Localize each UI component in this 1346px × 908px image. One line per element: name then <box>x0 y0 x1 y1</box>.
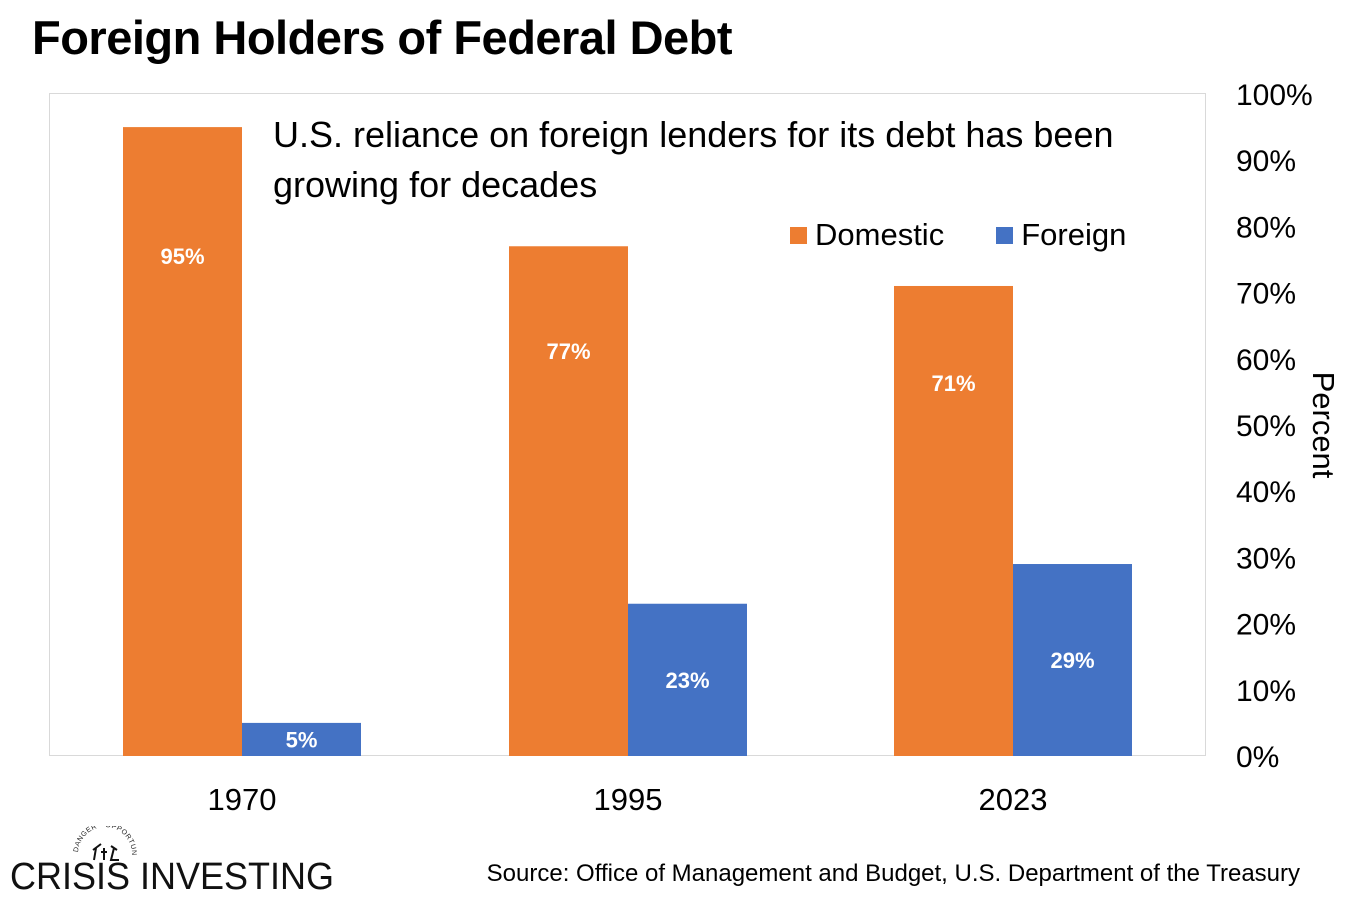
data-label-domestic-1995: 77% <box>546 339 590 364</box>
legend-label-foreign: Foreign <box>1021 217 1127 252</box>
legend-swatch-domestic <box>790 226 807 244</box>
bar-domestic-2023 <box>894 285 1013 756</box>
y-tick-label: 80% <box>1236 211 1296 244</box>
data-label-foreign-1995: 23% <box>665 668 709 693</box>
y-tick-label: 10% <box>1236 675 1296 708</box>
legend-item-domestic: Domestic <box>790 217 944 253</box>
bar-foreign-1995 <box>628 603 747 756</box>
y-tick-label: 40% <box>1236 476 1296 509</box>
x-tick-label-1970: 1970 <box>208 782 277 817</box>
bars-group: 95% 77% 71% 5% 23% 29% <box>123 127 1132 757</box>
y-tick-label: 50% <box>1236 410 1296 443</box>
y-tick-label: 70% <box>1236 278 1296 311</box>
y-axis-tick-labels: 0% 10% 20% 30% 40% 50% 60% 70% 80% 90% 100% <box>1236 79 1313 774</box>
data-label-domestic-1970: 95% <box>160 244 204 269</box>
x-tick-label-2023: 2023 <box>979 782 1048 817</box>
legend-swatch-foreign <box>996 226 1014 244</box>
source-note: Source: Office of Management and Budget,… <box>486 860 1300 887</box>
bar-domestic-1970 <box>123 127 242 757</box>
chart-title: Foreign Holders of Federal Debt <box>32 11 733 64</box>
y-tick-label: 90% <box>1236 145 1296 178</box>
bar-foreign-1970 <box>242 722 361 756</box>
bar-domestic-1995 <box>509 246 628 756</box>
y-tick-label: 0% <box>1236 741 1279 774</box>
y-tick-label: 100% <box>1236 79 1313 112</box>
crisis-investing-logo: DANGER • OPPORTUNITY CRISIS INVESTING <box>8 826 334 898</box>
logo-name: CRISIS INVESTING <box>10 856 334 898</box>
data-label-foreign-1970: 5% <box>286 727 318 752</box>
data-label-domestic-2023: 71% <box>931 371 975 396</box>
x-tick-label-1995: 1995 <box>594 782 663 817</box>
legend: Domestic Foreign <box>790 215 1126 255</box>
y-axis-label: Percent <box>1306 372 1341 479</box>
logo-tagline: DANGER • OPPORTUNITY <box>8 826 137 856</box>
y-tick-label: 20% <box>1236 609 1296 642</box>
chart-annotation: U.S. reliance on foreign lenders for its… <box>273 114 1114 205</box>
y-tick-label: 30% <box>1236 542 1296 575</box>
data-label-foreign-2023: 29% <box>1050 648 1094 673</box>
legend-label-domestic: Domestic <box>815 217 945 252</box>
y-tick-label: 60% <box>1236 344 1296 377</box>
logo-glyph-icon <box>92 843 119 861</box>
bar-foreign-2023 <box>1013 564 1132 756</box>
x-axis-tick-labels: 1970 1995 2023 <box>208 782 1048 817</box>
legend-item-foreign: Foreign <box>996 217 1126 253</box>
